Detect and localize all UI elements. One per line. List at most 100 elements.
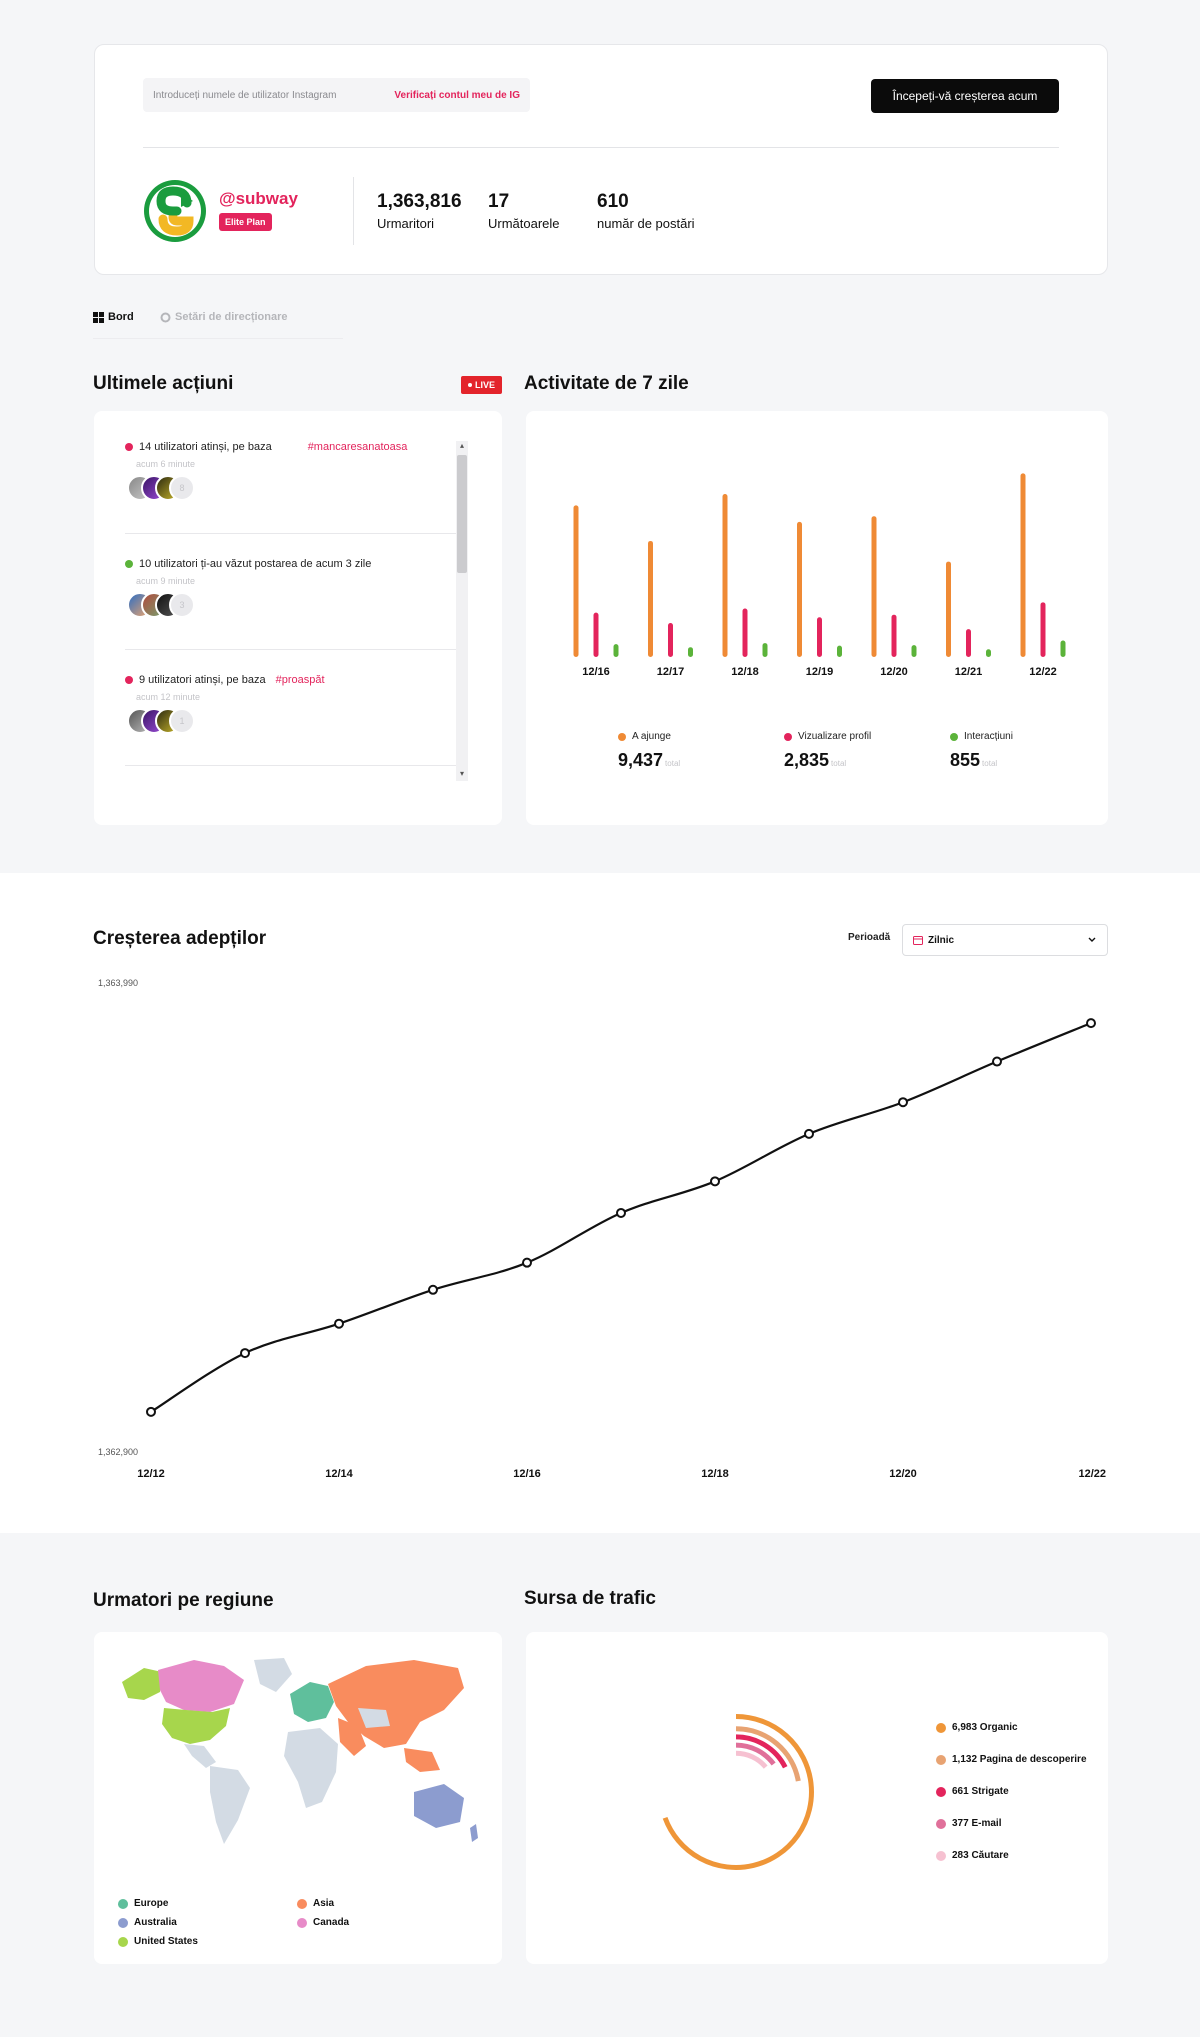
growth-point[interactable] [804, 1128, 814, 1139]
traffic-arc-căutare [735, 1750, 768, 1769]
avatar-more-count[interactable]: 8 [169, 475, 195, 501]
divider [353, 177, 354, 245]
verify-account-link[interactable]: Verificați contul meu de IG [394, 89, 520, 101]
x-tick-label: 12/17 [657, 666, 685, 678]
action-text: 14 utilizatori atinși, pe baza [139, 441, 272, 453]
traffic-legend-item: 377 E-mail [936, 1818, 1001, 1829]
avatar-more-count[interactable]: 1 [169, 708, 195, 734]
divider [143, 147, 1059, 148]
bar-a-ajunge [1020, 473, 1026, 657]
map-region-central-asia [358, 1708, 390, 1728]
tab-targeting-settings[interactable]: Setări de direcționare [160, 311, 288, 323]
divider [125, 533, 457, 534]
plan-badge: Elite Plan [219, 213, 272, 231]
scrollbar[interactable]: ▴ ▾ [456, 441, 468, 781]
traffic-radial-chart [662, 1714, 814, 1870]
hashtag-link[interactable]: #proaspăt [275, 674, 325, 686]
map-region-africa [284, 1728, 338, 1808]
growth-point[interactable] [898, 1097, 908, 1108]
legend-dot-icon [118, 1917, 128, 1928]
posts-count: 610 [597, 191, 629, 212]
start-growth-button[interactable]: Începeți-vă creșterea acum [871, 79, 1059, 113]
followers-stat: 1,363,816 Urmaritori [377, 191, 462, 231]
bar-vizualizare-profil [668, 622, 673, 657]
growth-point[interactable] [522, 1257, 532, 1268]
growth-point[interactable] [992, 1056, 1002, 1067]
posts-label: număr de postări [597, 216, 695, 231]
legend-dot-icon [784, 732, 792, 741]
activity-bar-chart: 12/16 12/17 12/18 12/19 12/20 12/21 12/22 [573, 473, 1066, 678]
y-axis-top-label: 1,363,990 [98, 978, 138, 988]
region-legend-item: Canada [297, 1917, 349, 1928]
list-item: 14 utilizatori atinși, pe baza #mancares… [125, 441, 457, 501]
growth-point[interactable] [334, 1318, 344, 1329]
live-badge: LIVE [461, 376, 502, 394]
growth-point[interactable] [428, 1284, 438, 1295]
hashtag-link[interactable]: #mancaresanatoasa [307, 441, 408, 453]
chevron-down-icon[interactable]: ▾ [459, 769, 464, 778]
tab-dashboard[interactable]: Bord [93, 311, 134, 323]
legend-dot-icon [936, 1818, 946, 1829]
x-tick-label: 12/16 [513, 1468, 541, 1480]
regions-card: Europe Asia Australia Canada United Stat… [94, 1632, 502, 1964]
legend-total: 855 [950, 750, 981, 770]
legend-label: 283 Căutare [952, 1850, 1009, 1861]
x-tick-label: 12/16 [582, 666, 610, 678]
chevron-up-icon[interactable]: ▴ [459, 441, 464, 450]
avatar-group: 1 [127, 708, 457, 734]
recent-actions-title: Ultimele acțiuni [93, 373, 234, 394]
avatar-group: 8 [127, 475, 457, 501]
map-region-europe [290, 1682, 334, 1722]
x-tick-label: 12/20 [880, 666, 908, 678]
bar-interacțiuni [911, 645, 917, 657]
growth-point[interactable] [146, 1406, 156, 1417]
legend-label: Vizualizare profil [798, 731, 872, 742]
growth-point[interactable] [1086, 1018, 1096, 1029]
map-region-central-america [184, 1744, 216, 1768]
growth-title: Creșterea adepților [93, 928, 267, 949]
legend-total: 2,835 [784, 750, 830, 770]
avatar-more-count[interactable]: 3 [169, 592, 195, 618]
growth-point[interactable] [240, 1348, 250, 1359]
traffic-legend-item: 283 Căutare [936, 1850, 1009, 1861]
bar-interacțiuni [837, 645, 842, 657]
scrollbar-thumb[interactable] [457, 455, 467, 573]
subway-logo-avatar [144, 180, 206, 242]
legend-dot-icon [118, 1898, 128, 1909]
username-input[interactable] [153, 89, 393, 101]
legend-label: Europe [134, 1898, 169, 1909]
map-region-united-states [162, 1708, 230, 1744]
regions-title: Urmatori pe regiune [93, 1590, 274, 1611]
total-label: total [982, 759, 998, 768]
legend-interactions: Interacțiuni 855 total [950, 731, 1013, 771]
followers-line-chart: 1,363,990 1,362,900 12/12 12/14 12/16 12/18 12… [98, 978, 1106, 1480]
followers-label: Urmaritori [377, 216, 435, 231]
legend-dot-icon [936, 1786, 946, 1797]
list-item: 10 utilizatori ți-au văzut postarea de a… [125, 558, 457, 618]
profile-username: @subway [219, 189, 298, 208]
growth-point[interactable] [616, 1207, 626, 1218]
x-tick-label: 12/18 [731, 666, 759, 678]
legend-label: Interacțiuni [964, 731, 1013, 742]
legend-label: A ajunge [632, 731, 671, 742]
legend-label: 6,983 Organic [952, 1722, 1018, 1733]
map-region-greenland [254, 1658, 292, 1692]
legend-dot-icon [118, 1936, 128, 1947]
divider [125, 765, 457, 766]
bar-a-ajunge [648, 540, 653, 657]
legend-label: 661 Strigate [952, 1786, 1009, 1797]
legend-total: 9,437 [618, 750, 664, 770]
bar-vizualizare-profil [1040, 602, 1046, 657]
growth-point[interactable] [710, 1176, 720, 1187]
map-region-australia [470, 1824, 478, 1842]
traffic-arc-e-mail [735, 1742, 776, 1766]
map-region-south-america [210, 1766, 250, 1844]
period-select[interactable]: Zilnic [902, 924, 1108, 956]
growth-section [0, 873, 1200, 1533]
tab-dashboard-label: Bord [108, 311, 134, 323]
bar-interacțiuni [613, 644, 619, 657]
x-tick-label: 12/18 [701, 1468, 729, 1480]
map-region-canada [158, 1660, 244, 1712]
tab-underline [93, 338, 343, 339]
dashboard-icon [93, 311, 104, 323]
